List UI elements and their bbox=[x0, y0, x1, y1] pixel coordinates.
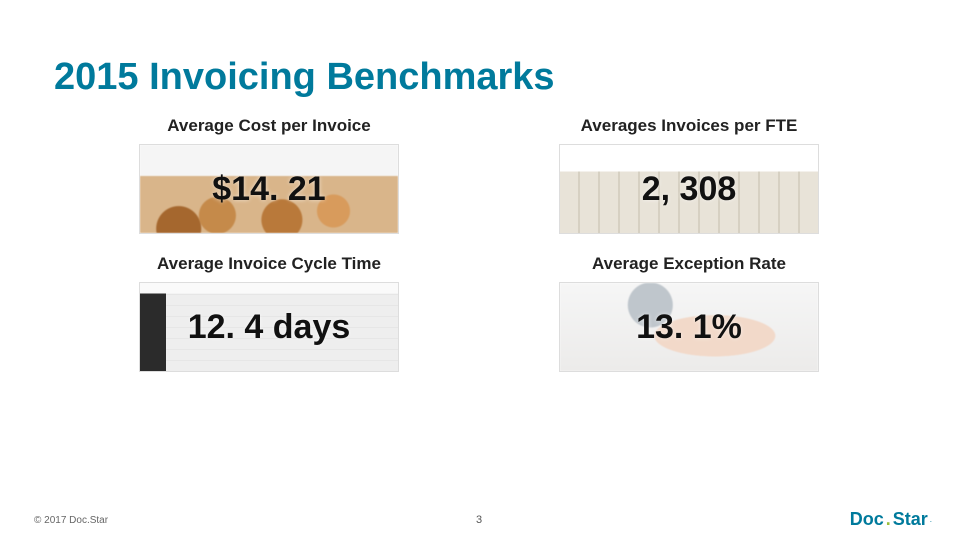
metric-image-papers: 2, 308 bbox=[559, 144, 819, 234]
metric-value: 2, 308 bbox=[560, 145, 818, 233]
slide-title: 2015 Invoicing Benchmarks bbox=[54, 56, 555, 99]
slide: 2015 Invoicing Benchmarks Average Cost p… bbox=[0, 0, 958, 540]
metric-value: 13. 1% bbox=[560, 283, 818, 371]
metrics-grid: Average Cost per Invoice $14. 21 Average… bbox=[0, 116, 958, 372]
logo-accent-dot: . bbox=[886, 509, 891, 530]
footer-logo: Doc.Star. bbox=[850, 509, 932, 530]
metric-value: 12. 4 days bbox=[140, 283, 398, 371]
metric-card-exception: Average Exception Rate 13. 1% bbox=[539, 254, 839, 372]
metric-label: Average Invoice Cycle Time bbox=[157, 254, 381, 274]
metric-card-fte: Averages Invoices per FTE 2, 308 bbox=[539, 116, 839, 234]
footer-copyright: © 2017 Doc.Star bbox=[34, 515, 108, 526]
metric-value: $14. 21 bbox=[140, 145, 398, 233]
metric-card-cost: Average Cost per Invoice $14. 21 bbox=[119, 116, 419, 234]
metric-label: Averages Invoices per FTE bbox=[581, 116, 798, 136]
metric-label: Average Cost per Invoice bbox=[167, 116, 370, 136]
metric-label: Average Exception Rate bbox=[592, 254, 786, 274]
metric-image-calendar: 12. 4 days bbox=[139, 282, 399, 372]
logo-trademark: . bbox=[930, 515, 932, 524]
footer-page-number: 3 bbox=[476, 514, 482, 526]
metric-image-puzzle: 13. 1% bbox=[559, 282, 819, 372]
metric-image-coins: $14. 21 bbox=[139, 144, 399, 234]
metric-card-cycle: Average Invoice Cycle Time 12. 4 days bbox=[119, 254, 419, 372]
logo-part1: Doc bbox=[850, 509, 884, 530]
logo-part2: Star bbox=[893, 509, 928, 530]
